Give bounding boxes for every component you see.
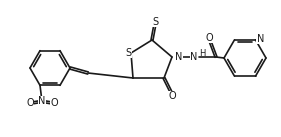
Text: S: S [152, 17, 158, 27]
Text: N: N [175, 52, 182, 62]
Text: O: O [205, 33, 213, 43]
Text: O: O [50, 98, 58, 108]
Text: S: S [125, 48, 131, 58]
Text: N: N [190, 52, 198, 62]
Text: H: H [199, 49, 205, 58]
Text: O: O [26, 98, 34, 108]
Text: N: N [38, 96, 46, 106]
Text: O: O [168, 91, 176, 101]
Text: N: N [257, 34, 264, 44]
